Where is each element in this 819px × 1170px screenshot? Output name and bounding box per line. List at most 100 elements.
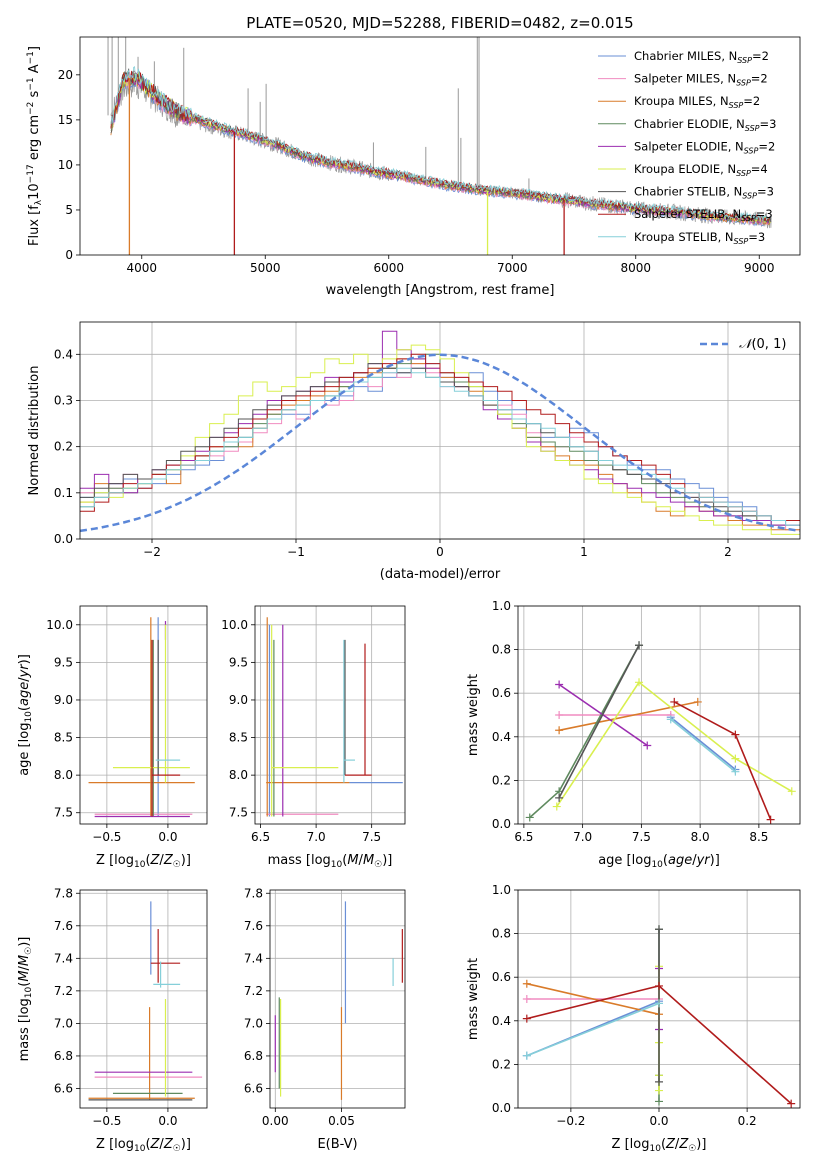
x-tick-label: 0.0 bbox=[158, 830, 177, 844]
spectrum-panel: 4000 5000 6000 7000 8000 9000 0 5 10 15 20 waveleng… bbox=[26, 36, 801, 298]
age-vs-z-panel: −0.5 0.0 7.5 8.0 8.5 9.0 9.5 10.0 Z [log10(Z/Z☉)… bbox=[17, 605, 208, 870]
y-tick-label: 0.0 bbox=[492, 1101, 511, 1115]
weight-line bbox=[556, 681, 793, 808]
weight-point bbox=[787, 1099, 796, 1108]
axes-frame bbox=[79, 605, 208, 825]
y-tick-label: 8.5 bbox=[229, 731, 248, 745]
x-tick-label: −0.2 bbox=[556, 1114, 585, 1128]
x-tick-label: 7.5 bbox=[632, 830, 651, 844]
y-tick-label: 7.8 bbox=[244, 886, 263, 900]
y-tick-label: 0.0 bbox=[54, 532, 73, 546]
y-tick-label: 7.0 bbox=[54, 1016, 73, 1030]
weight-point bbox=[525, 813, 534, 822]
weight-point bbox=[522, 979, 531, 988]
y-tick-label: 20 bbox=[58, 68, 73, 82]
gaussian-curve bbox=[79, 353, 801, 533]
x-tick-label: 6000 bbox=[373, 261, 404, 275]
weight-point bbox=[655, 1086, 663, 1095]
weight-point bbox=[655, 925, 663, 934]
axes-frame bbox=[79, 36, 801, 256]
legend-label: Chabrier STELIB, NSSP=3 bbox=[634, 185, 774, 201]
x-axis-label: E(B-V) bbox=[317, 1137, 357, 1152]
y-tick-label: 7.2 bbox=[54, 984, 73, 998]
weight-point bbox=[552, 802, 561, 811]
x-tick-label: 8000 bbox=[620, 261, 651, 275]
weight-line bbox=[670, 718, 736, 773]
weight-point bbox=[655, 1077, 663, 1086]
weight-point bbox=[655, 999, 663, 1008]
x-tick-label: 0 bbox=[436, 545, 444, 559]
y-tick-label: 15 bbox=[58, 113, 73, 127]
weight-vs-z-panel: −0.2 0.0 0.2 0.0 0.2 0.4 0.6 0.8 1.0 Z [log10(Z/Z… bbox=[466, 883, 801, 1154]
weight-point bbox=[522, 1051, 531, 1060]
weight-line bbox=[526, 1002, 660, 1057]
x-tick-label: 8.0 bbox=[691, 830, 710, 844]
x-tick-label: 1 bbox=[580, 545, 588, 559]
weight-point bbox=[731, 730, 740, 739]
x-tick-label: 0.00 bbox=[262, 1114, 289, 1128]
y-tick-label: 6.8 bbox=[244, 1049, 263, 1063]
x-tick-label: 7.0 bbox=[307, 830, 326, 844]
x-tick-label: 9000 bbox=[744, 261, 775, 275]
y-axis-label: mass [log10(M/M☉)] bbox=[17, 937, 34, 1062]
x-tick-label: 5000 bbox=[250, 261, 281, 275]
histogram-step bbox=[80, 367, 800, 526]
y-tick-label: 1.0 bbox=[492, 599, 511, 613]
x-tick-label: 8.5 bbox=[749, 830, 768, 844]
y-tick-label: 0.4 bbox=[54, 347, 73, 361]
x-axis-label: age [log10(age/yr)] bbox=[598, 853, 720, 870]
y-tick-label: 9.5 bbox=[229, 655, 248, 669]
y-tick-label: 9.0 bbox=[54, 693, 73, 707]
y-tick-label: 8.5 bbox=[54, 731, 73, 745]
weight-point bbox=[731, 767, 740, 776]
y-tick-label: 0.4 bbox=[492, 730, 511, 744]
y-tick-label: 8.0 bbox=[54, 768, 73, 782]
x-tick-label: −0.5 bbox=[92, 1114, 121, 1128]
y-tick-label: 6.8 bbox=[54, 1049, 73, 1063]
weight-point bbox=[555, 711, 564, 719]
x-axis-label: wavelength [Angstrom, rest frame] bbox=[326, 283, 555, 298]
y-tick-label: 7.4 bbox=[244, 951, 263, 965]
y-tick-label: 7.5 bbox=[229, 806, 248, 820]
x-tick-label: 7.5 bbox=[362, 830, 381, 844]
weight-point bbox=[555, 680, 564, 689]
mass-vs-ebv-panel: 0.00 0.05 6.6 6.8 7.0 7.2 7.4 7.6 7.8 E(B-V) bbox=[244, 886, 406, 1152]
weight-point bbox=[655, 1097, 663, 1106]
weight-point bbox=[787, 787, 796, 796]
y-tick-label: 0.2 bbox=[492, 1057, 511, 1071]
y-tick-label: 0.8 bbox=[492, 643, 511, 657]
weight-point bbox=[693, 697, 702, 706]
y-axis-label: mass weight bbox=[466, 958, 481, 1040]
x-tick-label: 4000 bbox=[126, 261, 157, 275]
figure-title: PLATE=0520, MJD=52288, FIBERID=0482, z=0… bbox=[246, 14, 633, 32]
weight-vs-age-panel: 6.5 7.0 7.5 8.0 8.5 0.0 0.2 0.4 0.6 0.8 1.0 age [lo… bbox=[466, 599, 801, 870]
legend-label: Salpeter STELIB, NSSP=3 bbox=[634, 207, 773, 223]
weight-point bbox=[666, 715, 675, 724]
y-tick-label: 9.0 bbox=[229, 693, 248, 707]
legend-label: Salpeter MILES, NSSP=2 bbox=[634, 72, 768, 88]
x-axis-label: (data-model)/error bbox=[380, 567, 501, 582]
weight-point bbox=[555, 793, 564, 802]
y-tick-label: 8.0 bbox=[229, 768, 248, 782]
axes-frame bbox=[517, 605, 801, 825]
residuals-panel: −2 −1 0 1 2 0.0 0.1 0.2 0.3 0.4 (data-model)/error… bbox=[27, 321, 801, 582]
weight-line bbox=[558, 701, 698, 732]
y-tick-label: 0.8 bbox=[492, 927, 511, 941]
weight-point bbox=[555, 726, 564, 735]
weight-line bbox=[526, 982, 660, 1016]
y-axis-label: age [log10(age/yr)] bbox=[17, 654, 34, 776]
y-tick-label: 10.0 bbox=[46, 618, 73, 632]
legend-label: Salpeter ELODIE, NSSP=2 bbox=[634, 139, 775, 155]
x-tick-label: 6.5 bbox=[514, 830, 533, 844]
spectrum-plot-area bbox=[107, 37, 772, 255]
y-tick-label: 0.6 bbox=[492, 686, 511, 700]
x-tick-label: 0.2 bbox=[738, 1114, 757, 1128]
y-tick-label: 7.6 bbox=[54, 919, 73, 933]
plot-layer: 4000 5000 6000 7000 8000 900005101520waveleng… bbox=[17, 36, 801, 1154]
axes-frame bbox=[254, 605, 406, 825]
y-tick-label: 5 bbox=[65, 203, 73, 217]
x-tick-label: 6.5 bbox=[251, 830, 270, 844]
weight-point bbox=[635, 641, 644, 650]
x-tick-label: 7.0 bbox=[573, 830, 592, 844]
